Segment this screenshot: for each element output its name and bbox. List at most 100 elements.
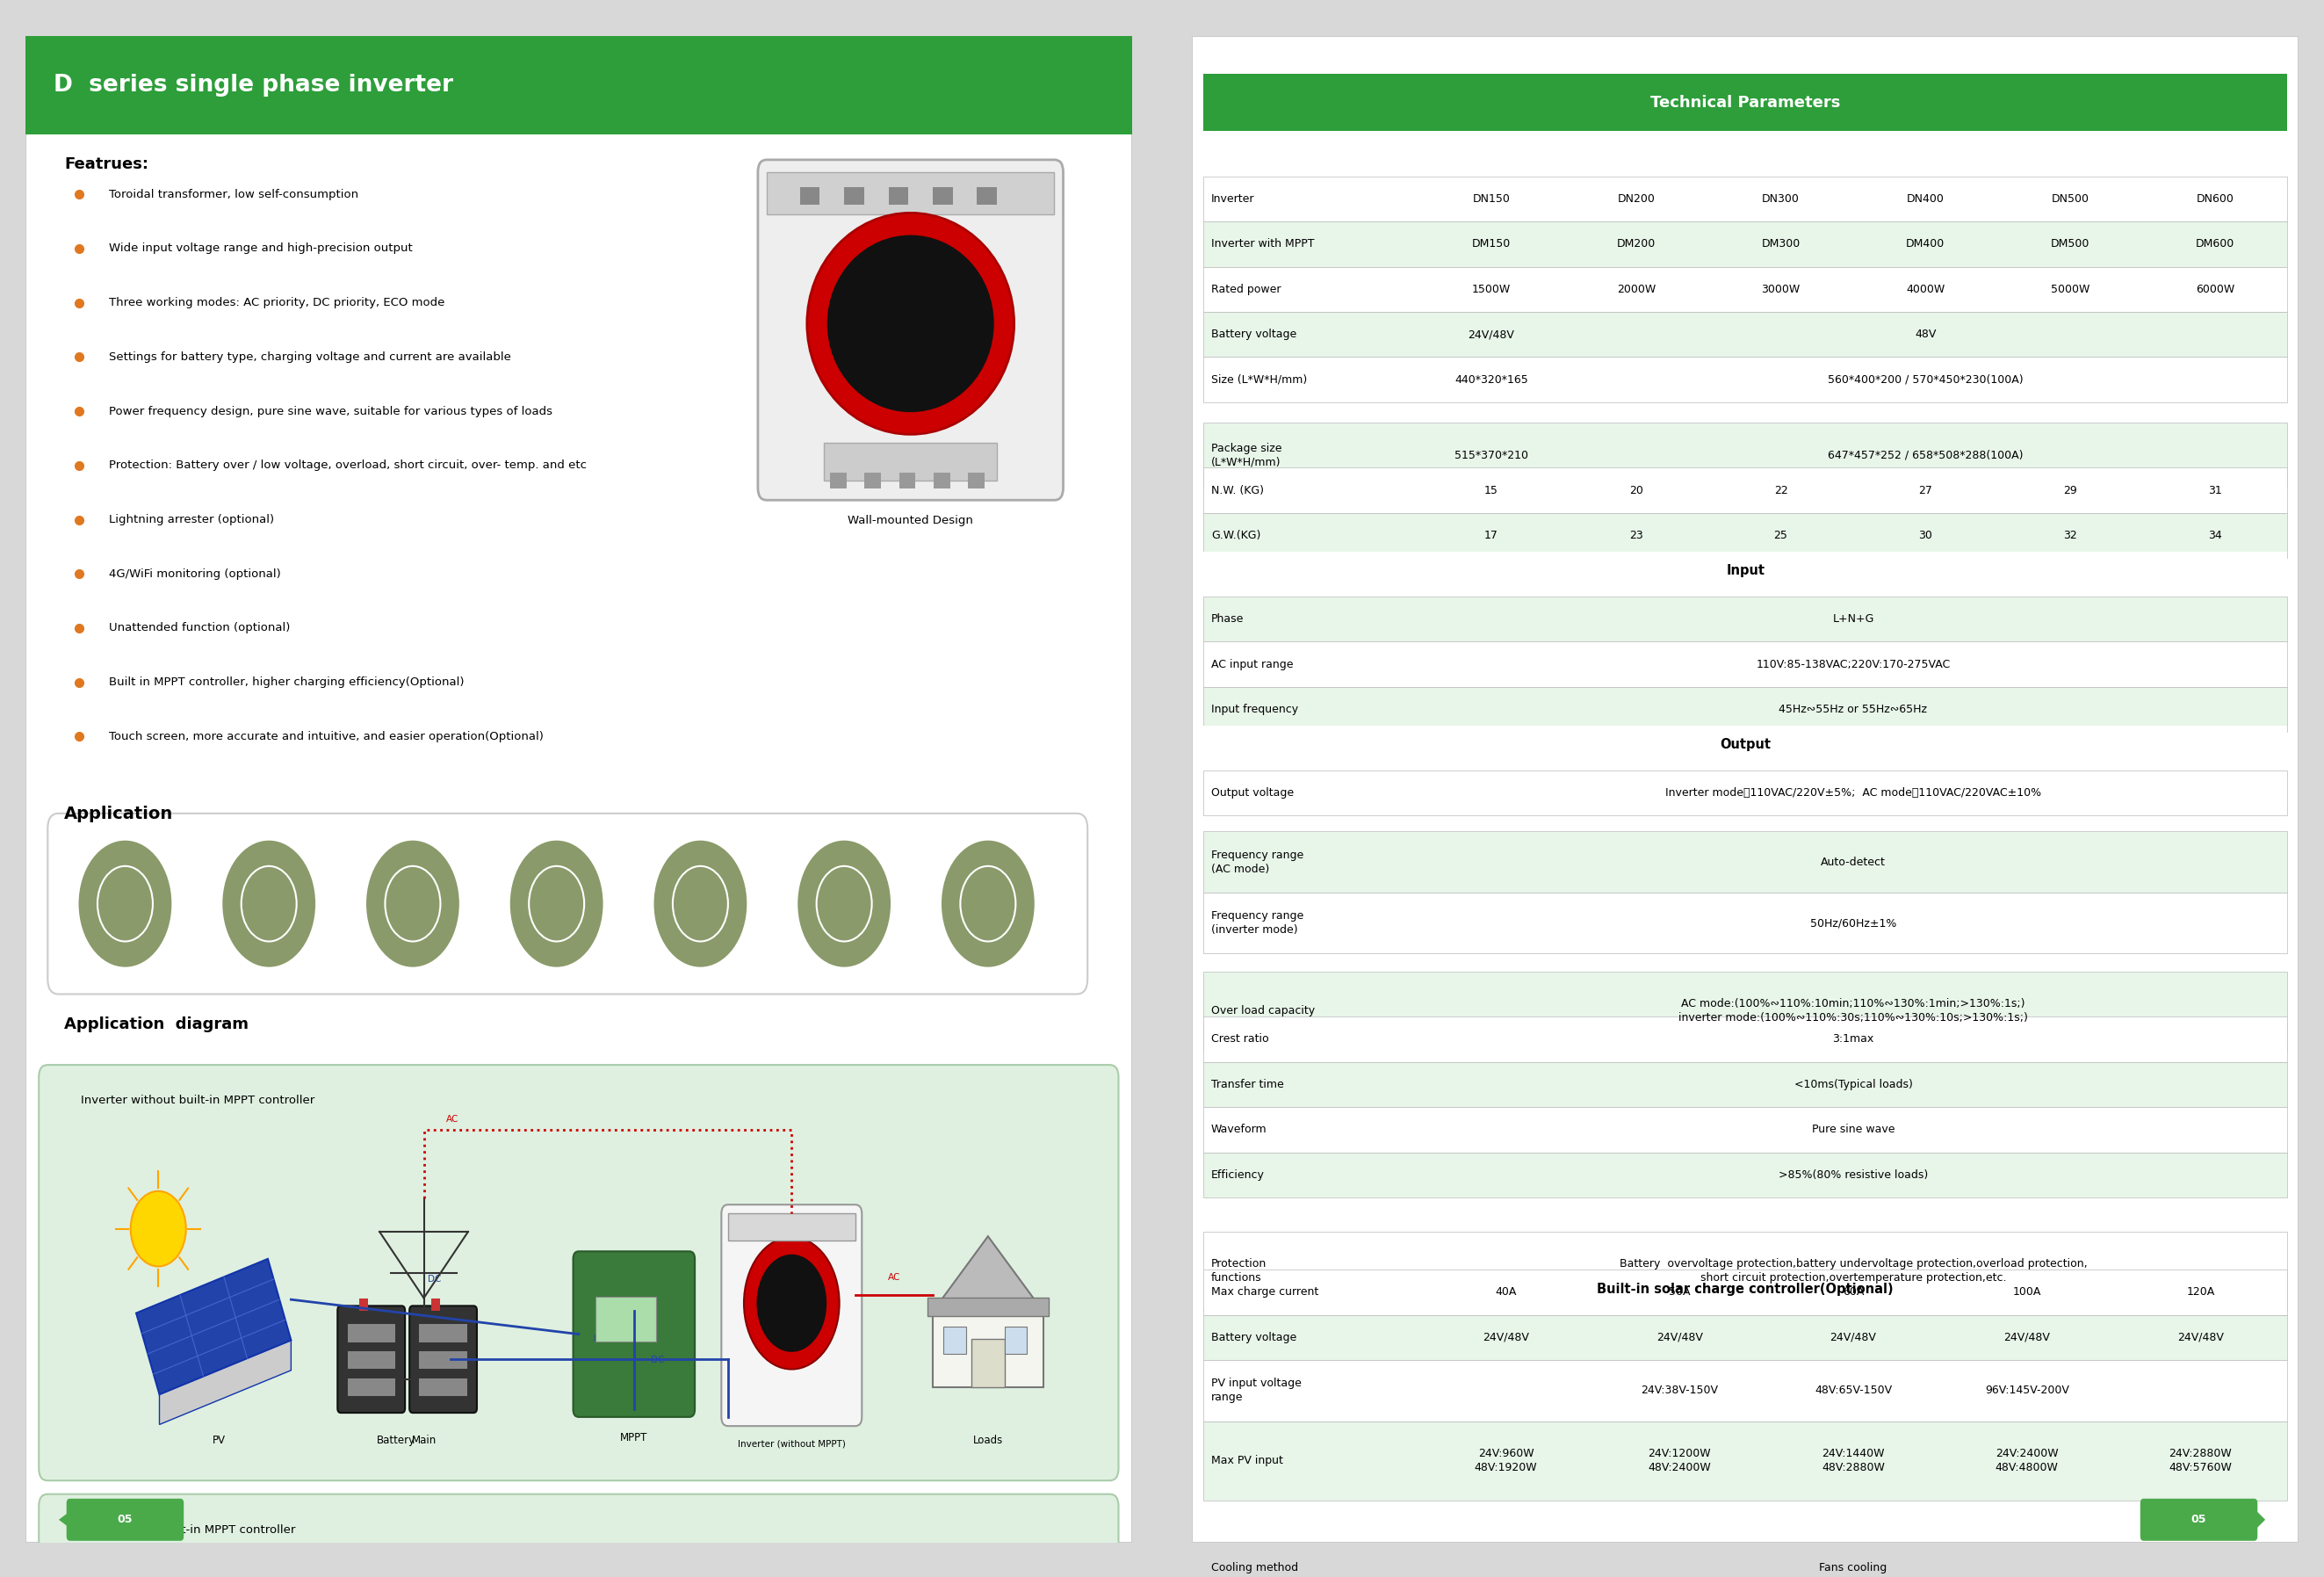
Bar (1204, 688, 2287, 732)
Bar (1204, 1315, 2287, 1359)
FancyBboxPatch shape (49, 814, 1088, 994)
Polygon shape (137, 1258, 290, 1394)
Text: Size (L*W*H/mm): Size (L*W*H/mm) (1211, 374, 1306, 385)
Text: 45Hz∾55Hz or 55Hz∾65Hz: 45Hz∾55Hz or 55Hz∾65Hz (1778, 703, 1927, 716)
Bar (430, 1298, 439, 1310)
Text: Input: Input (1727, 565, 1764, 577)
Text: DC: DC (593, 1334, 607, 1344)
Text: 560*400*200 / 570*450*230(100A): 560*400*200 / 570*450*230(100A) (1827, 374, 2024, 385)
Text: <10ms(Typical loads): <10ms(Typical loads) (1794, 1079, 1913, 1090)
Bar (418, 1378, 467, 1396)
FancyBboxPatch shape (758, 159, 1062, 500)
Text: 2000W: 2000W (1618, 284, 1655, 295)
Text: 17: 17 (1485, 530, 1499, 541)
Bar (932, 1312, 1043, 1386)
Bar (26, 36, 1132, 134)
Circle shape (653, 841, 746, 967)
Bar (976, 188, 997, 205)
Bar (1204, 312, 2287, 356)
Bar (1204, 596, 2287, 642)
Text: Loads: Loads (974, 1435, 1004, 1446)
Bar (1204, 1359, 2287, 1421)
Bar (1204, 725, 2287, 763)
Text: Touch screen, more accurate and intuitive, and easier operation(Optional): Touch screen, more accurate and intuitiv… (109, 730, 544, 743)
Text: Battery voltage: Battery voltage (1211, 328, 1297, 341)
Bar (1204, 552, 2287, 590)
Bar (1204, 221, 2287, 267)
Bar (944, 1326, 967, 1353)
Text: Max PV input: Max PV input (1211, 1456, 1283, 1467)
Text: Efficiency: Efficiency (1211, 1169, 1264, 1181)
Bar (1204, 267, 2287, 312)
Bar (1204, 642, 2287, 688)
Text: 440*320*165: 440*320*165 (1455, 374, 1529, 385)
Text: Rated power: Rated power (1211, 284, 1281, 295)
Text: Technical Parameters: Technical Parameters (1650, 95, 1841, 110)
Text: 29: 29 (2064, 484, 2078, 497)
Polygon shape (58, 1503, 81, 1536)
Bar (1204, 1269, 2287, 1315)
Text: Built in MPPT controller, higher charging efficiency(Optional): Built in MPPT controller, higher chargin… (109, 677, 465, 688)
Text: 05: 05 (119, 1514, 132, 1525)
Text: Auto-detect: Auto-detect (1820, 856, 1885, 867)
Polygon shape (932, 1236, 1043, 1312)
Bar (1204, 771, 2287, 815)
Bar (969, 473, 985, 489)
Bar (767, 172, 1055, 214)
FancyBboxPatch shape (409, 1306, 476, 1413)
Text: 50A: 50A (1669, 1287, 1690, 1298)
Bar (595, 1296, 655, 1342)
Text: 3:1max: 3:1max (1831, 1033, 1873, 1046)
Bar (1204, 971, 2287, 1050)
Text: Lightning arrester (optional): Lightning arrester (optional) (109, 514, 274, 525)
Text: Pure sine wave: Pure sine wave (1813, 1124, 1894, 1135)
Text: 25: 25 (1773, 530, 1787, 541)
Ellipse shape (806, 213, 1013, 434)
Text: DM600: DM600 (2196, 238, 2233, 249)
Text: 23: 23 (1629, 530, 1643, 541)
Text: Main: Main (411, 1435, 437, 1446)
Bar (349, 1351, 395, 1369)
Bar (927, 1298, 1048, 1317)
Bar (844, 188, 865, 205)
Text: Output: Output (1720, 738, 1771, 751)
Text: 24V/48V: 24V/48V (1483, 1331, 1529, 1344)
Text: 20: 20 (1629, 484, 1643, 497)
Text: 24V/48V: 24V/48V (1469, 328, 1515, 341)
Text: N.W. (KG): N.W. (KG) (1211, 484, 1264, 497)
Text: PV input voltage
range: PV input voltage range (1211, 1378, 1301, 1404)
Circle shape (367, 841, 460, 967)
Text: MPPT: MPPT (621, 1432, 648, 1443)
Bar (349, 1325, 395, 1342)
Bar (1204, 356, 2287, 402)
Bar (349, 1378, 395, 1396)
Text: 100A: 100A (2013, 1287, 2040, 1298)
Bar (418, 1351, 467, 1369)
Text: 27: 27 (1920, 484, 1934, 497)
Text: Three working modes: AC priority, DC priority, ECO mode: Three working modes: AC priority, DC pri… (109, 296, 444, 309)
Text: 6000W: 6000W (2196, 284, 2233, 295)
Text: Application  diagram: Application diagram (65, 1017, 249, 1033)
FancyBboxPatch shape (40, 1493, 1118, 1577)
Text: Inverter: Inverter (1211, 194, 1255, 205)
Text: AC: AC (888, 1273, 899, 1282)
Text: Fans cooling: Fans cooling (1820, 1563, 1887, 1574)
Text: 48V:65V-150V: 48V:65V-150V (1815, 1385, 1892, 1396)
Text: DN400: DN400 (1906, 194, 1945, 205)
Text: >85%(80% resistive loads): >85%(80% resistive loads) (1778, 1169, 1929, 1181)
Text: AC: AC (446, 1115, 458, 1124)
Text: 48V: 48V (1915, 328, 1936, 341)
Text: AC mode:(100%∾110%:10min;110%∾130%:1min;>130%:1s;)
inverter mode:(100%∾110%:30s;: AC mode:(100%∾110%:10min;110%∾130%:1min;… (1678, 998, 2029, 1023)
Text: 15: 15 (1485, 484, 1499, 497)
Ellipse shape (758, 1254, 827, 1351)
Text: DM500: DM500 (2050, 238, 2089, 249)
Bar (1204, 1269, 2287, 1307)
Bar (1204, 1061, 2287, 1107)
Text: 3000W: 3000W (1762, 284, 1801, 295)
Text: 4000W: 4000W (1906, 284, 1945, 295)
Bar (1204, 1545, 2287, 1577)
Bar (1204, 468, 2287, 513)
Bar (1204, 513, 2287, 558)
Text: G.W.(KG): G.W.(KG) (1211, 530, 1260, 541)
Text: Phase: Phase (1211, 613, 1243, 624)
